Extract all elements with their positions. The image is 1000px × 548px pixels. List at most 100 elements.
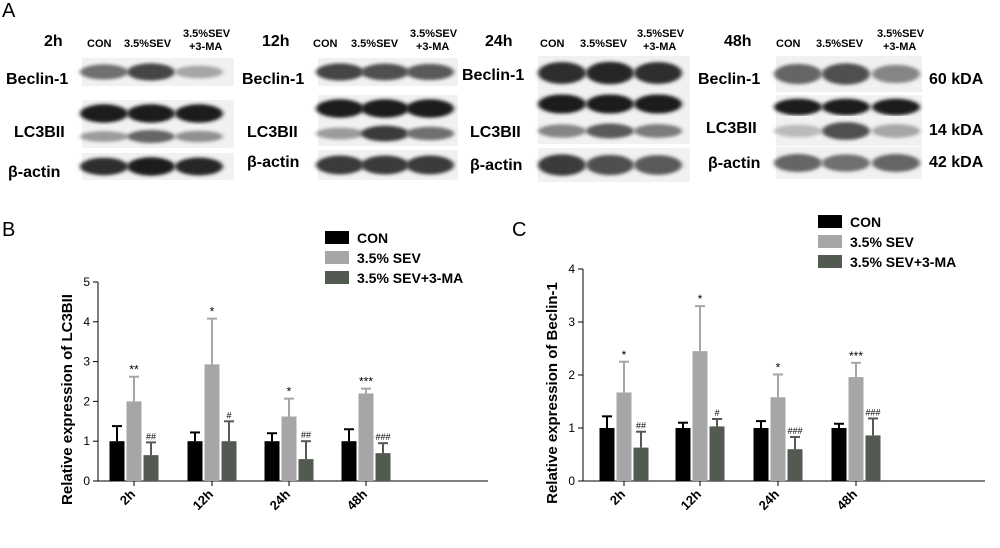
blot-image bbox=[316, 58, 458, 180]
size-label-60: 60 kDA bbox=[929, 71, 984, 88]
row-label-lc3bii: LC3BII bbox=[706, 120, 757, 137]
blot-band bbox=[634, 61, 682, 85]
blot-time-label: 48h bbox=[724, 33, 752, 50]
legend-label: 3.5% SEV bbox=[850, 234, 914, 250]
blot-column-label-line: +3-MA bbox=[883, 41, 916, 53]
y-tick-label: 3 bbox=[568, 315, 575, 329]
blot-band bbox=[634, 155, 682, 175]
panel-a: A 2h CON 3.5%SEV 3.5%SEV +3-MA Beclin-1 L… bbox=[2, 0, 984, 182]
significance-mark: ### bbox=[787, 426, 802, 436]
y-tick-label: 0 bbox=[83, 474, 90, 488]
y-axis-title: Relative expression of LC3BII bbox=[59, 294, 76, 505]
blot-column-label: 3.5%SEV bbox=[351, 38, 399, 50]
legend-label: CON bbox=[850, 214, 881, 230]
size-label-42: 42 kDA bbox=[929, 154, 984, 171]
blot-image bbox=[80, 58, 234, 180]
bar bbox=[709, 426, 725, 481]
blot-band bbox=[872, 154, 920, 172]
blot-band bbox=[127, 63, 175, 81]
bar bbox=[675, 428, 691, 481]
y-tick-label: 2 bbox=[568, 368, 575, 382]
legend-label: CON bbox=[357, 230, 388, 246]
blot-band bbox=[406, 99, 454, 118]
legend-label: 3.5% SEV+3-MA bbox=[850, 254, 956, 270]
blot-column-label-line: +3-MA bbox=[416, 41, 449, 53]
blot-band bbox=[80, 157, 128, 176]
legend: CON 3.5% SEV 3.5% SEV+3-MA bbox=[325, 230, 463, 286]
blot-band bbox=[586, 61, 634, 85]
row-label-beclin: Beclin-1 bbox=[462, 67, 524, 84]
blot-band bbox=[634, 124, 682, 138]
blot-group-2h: 2h CON 3.5%SEV 3.5%SEV +3-MA Beclin-1 LC3… bbox=[6, 28, 231, 181]
bar bbox=[281, 416, 297, 481]
legend-swatch bbox=[325, 231, 349, 244]
significance-mark: *** bbox=[849, 349, 863, 363]
significance-mark: # bbox=[714, 408, 719, 418]
y-axis-title: Relative expression of Beclin-1 bbox=[544, 282, 561, 504]
legend-swatch bbox=[818, 215, 842, 228]
blot-band bbox=[774, 154, 822, 172]
bar bbox=[187, 441, 203, 481]
y-tick-label: 5 bbox=[83, 275, 90, 289]
blot-band bbox=[361, 99, 409, 118]
legend-label: 3.5% SEV+3-MA bbox=[357, 270, 463, 286]
panel-label-b: B bbox=[2, 219, 15, 241]
blot-group-12h: 12h CON 3.5%SEV 3.5%SEV +3-MA Beclin-1 LC… bbox=[242, 28, 458, 171]
blot-column-label: 3.5%SEV +3-MA bbox=[410, 28, 458, 53]
significance-mark: ## bbox=[636, 421, 646, 431]
blot-images bbox=[80, 56, 922, 182]
blot-column-label: 3.5%SEV bbox=[816, 38, 864, 50]
blot-band bbox=[586, 94, 634, 114]
bar bbox=[865, 435, 881, 481]
row-label-actin: β-actin bbox=[8, 164, 60, 181]
row-label-actin: β-actin bbox=[708, 155, 760, 172]
bar bbox=[770, 397, 786, 481]
legend-swatch bbox=[325, 251, 349, 264]
blot-time-label: 2h bbox=[44, 33, 63, 50]
significance-mark: ## bbox=[146, 431, 156, 441]
blot-column-label-line: 3.5%SEV bbox=[183, 28, 231, 40]
y-tick-label: 1 bbox=[83, 434, 90, 448]
legend-swatch bbox=[818, 255, 842, 268]
blot-time-label: 24h bbox=[485, 33, 513, 50]
blot-column-label: CON bbox=[540, 38, 565, 50]
blot-band bbox=[872, 64, 920, 84]
bar bbox=[848, 377, 864, 481]
blot-band bbox=[80, 104, 128, 123]
row-label-beclin: Beclin-1 bbox=[242, 71, 304, 88]
blot-band bbox=[872, 124, 920, 138]
blot-band bbox=[316, 99, 364, 118]
row-label-beclin: Beclin-1 bbox=[698, 71, 760, 88]
blot-band bbox=[175, 130, 223, 143]
bar bbox=[143, 455, 159, 481]
blot-band bbox=[316, 127, 364, 140]
significance-mark: * bbox=[622, 348, 627, 362]
legend-swatch bbox=[325, 271, 349, 284]
row-label-beclin: Beclin-1 bbox=[6, 71, 68, 88]
blot-group-24h: 24h CON 3.5%SEV 3.5%SEV +3-MA Beclin-1 LC… bbox=[462, 28, 685, 174]
blot-band bbox=[361, 155, 409, 175]
y-tick-label: 4 bbox=[83, 315, 90, 329]
blot-band bbox=[538, 94, 586, 114]
blot-column-label-line: +3-MA bbox=[643, 41, 676, 53]
blot-column-label-line: +3-MA bbox=[189, 41, 222, 53]
bar bbox=[341, 441, 357, 481]
blot-column-label-line: 3.5%SEV bbox=[410, 28, 458, 40]
y-tick-label: 0 bbox=[568, 474, 575, 488]
row-label-actin: β-actin bbox=[470, 157, 522, 174]
significance-mark: *** bbox=[359, 375, 373, 389]
blot-band bbox=[127, 157, 175, 176]
size-label-14: 14 kDA bbox=[929, 122, 984, 139]
bar bbox=[787, 449, 803, 481]
significance-mark: ### bbox=[375, 432, 390, 442]
bar bbox=[633, 447, 649, 481]
significance-mark: * bbox=[210, 305, 215, 319]
blot-band bbox=[406, 63, 454, 81]
blot-band bbox=[316, 63, 364, 81]
blot-group-48h: 48h CON 3.5%SEV 3.5%SEV +3-MA Beclin-1 LC… bbox=[698, 28, 925, 172]
bar bbox=[753, 428, 769, 481]
bar bbox=[204, 364, 220, 481]
bar bbox=[375, 453, 391, 481]
panel-label-a: A bbox=[2, 0, 16, 22]
blot-column-label: 3.5%SEV bbox=[580, 38, 628, 50]
